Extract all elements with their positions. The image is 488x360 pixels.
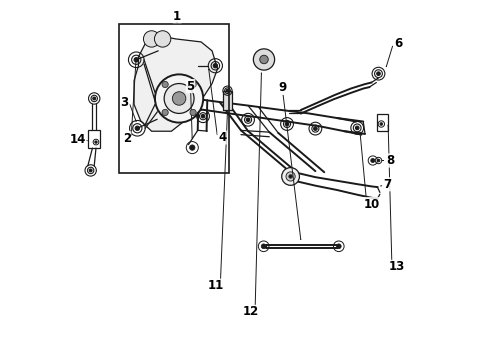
Circle shape <box>189 145 195 150</box>
Circle shape <box>143 31 160 47</box>
Text: 6: 6 <box>394 37 402 50</box>
Circle shape <box>261 244 265 249</box>
Text: 11: 11 <box>207 279 224 292</box>
Bar <box>222 91 232 110</box>
Circle shape <box>288 175 292 178</box>
Text: 9: 9 <box>278 81 286 94</box>
Circle shape <box>89 169 92 172</box>
Circle shape <box>285 172 295 181</box>
Circle shape <box>189 109 196 116</box>
Bar <box>119 24 228 173</box>
Text: 12: 12 <box>242 305 259 318</box>
Circle shape <box>370 158 374 163</box>
Circle shape <box>225 89 228 92</box>
Circle shape <box>376 159 379 162</box>
Text: 5: 5 <box>186 80 194 93</box>
Text: 1: 1 <box>173 10 181 23</box>
Text: 13: 13 <box>388 260 404 273</box>
Polygon shape <box>134 36 217 131</box>
Circle shape <box>355 126 358 130</box>
Text: 4: 4 <box>218 131 226 144</box>
Circle shape <box>379 122 382 125</box>
Text: 8: 8 <box>386 154 394 167</box>
Text: 10: 10 <box>363 198 379 211</box>
Circle shape <box>213 64 217 68</box>
Text: 3: 3 <box>121 95 128 108</box>
Circle shape <box>376 72 380 76</box>
Bar <box>88 130 100 148</box>
Text: 2: 2 <box>122 132 131 145</box>
Circle shape <box>155 75 203 123</box>
Circle shape <box>336 244 341 249</box>
Circle shape <box>201 114 204 118</box>
Text: 7: 7 <box>382 178 390 191</box>
Circle shape <box>134 58 138 62</box>
Text: 14: 14 <box>70 133 86 146</box>
Circle shape <box>154 31 170 47</box>
Circle shape <box>172 92 185 105</box>
Circle shape <box>93 97 96 100</box>
Circle shape <box>281 168 299 185</box>
Circle shape <box>253 49 274 70</box>
Circle shape <box>285 122 288 126</box>
Circle shape <box>259 55 268 64</box>
Circle shape <box>189 81 196 87</box>
Circle shape <box>162 109 168 116</box>
Circle shape <box>135 126 139 130</box>
Circle shape <box>162 81 168 87</box>
Circle shape <box>95 141 97 143</box>
Circle shape <box>313 127 317 130</box>
Circle shape <box>164 84 194 113</box>
Bar <box>376 114 387 131</box>
Circle shape <box>246 118 249 122</box>
